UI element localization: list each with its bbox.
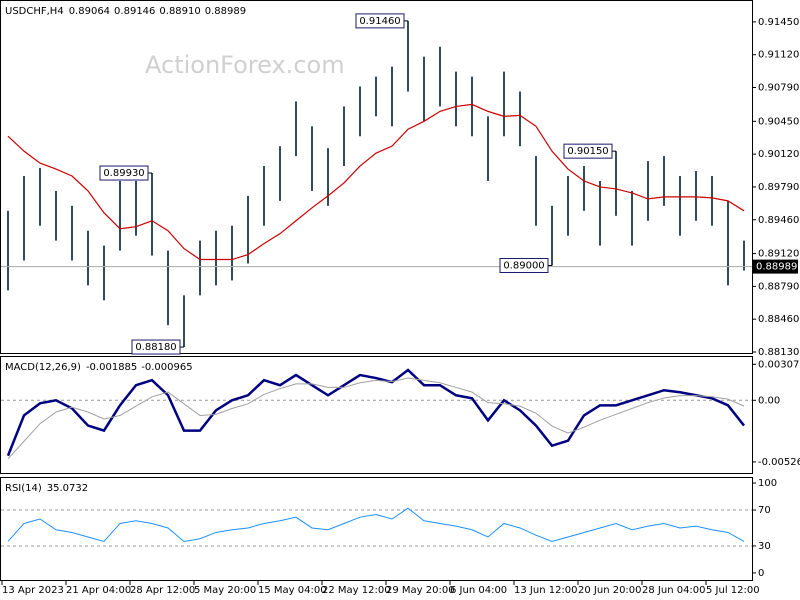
y-tick-label: 70 (758, 505, 771, 516)
last-price-box (752, 259, 798, 274)
y-tick-label: -0.005268 (758, 457, 800, 468)
annotation-box (563, 143, 613, 159)
annotation-box (355, 13, 405, 29)
panel-title: RSI(14) (5, 483, 42, 494)
y-tick-label: 0.89790 (758, 182, 799, 193)
readout-value: 35.0732 (47, 483, 88, 494)
macd-panel (0, 356, 753, 474)
y-tick-label: 0.89460 (758, 215, 799, 226)
y-tick-label: 0.90450 (758, 116, 799, 127)
x-tick-label: 13 Jun 12:00 (514, 585, 578, 596)
x-tick-label: 5 Jul 12:00 (706, 585, 760, 596)
x-tick-label: 6 Jun 04:00 (450, 585, 507, 596)
y-tick-label: 0.89120 (758, 249, 799, 260)
readout-value: 0.88989 (205, 6, 246, 17)
panel-title: USDCHF,H4 (5, 6, 64, 17)
series-line (6, 368, 745, 457)
x-tick-label: 28 Jun 04:00 (642, 585, 706, 596)
y-tick-label: 30 (758, 541, 771, 552)
last-price-label: 0.88989 (756, 262, 797, 273)
annotation-label: 0.89930 (103, 168, 144, 179)
y-tick-label: 0.88460 (758, 314, 799, 325)
y-tick-label: 0 (758, 568, 764, 579)
series-line (7, 377, 745, 460)
annotation-box (131, 339, 181, 355)
watermark: ActionForex.com (145, 51, 345, 79)
y-tick-label: 0.88130 (758, 347, 799, 358)
series-line (7, 103, 745, 261)
y-tick-label: 0.91120 (758, 50, 799, 61)
annotation-box (99, 165, 149, 181)
price-panel (0, 0, 753, 354)
x-tick-label: 21 Apr 04:00 (66, 585, 131, 596)
annotation-box (499, 258, 549, 274)
y-tick-label: 0.003078 (758, 359, 800, 370)
rsi-panel (0, 477, 753, 581)
readout-value: 0.89064 (69, 6, 110, 17)
y-tick-label: 0.00 (758, 395, 780, 406)
x-tick-label: 29 May 20:00 (386, 585, 455, 596)
y-tick-label: 0.91450 (758, 17, 799, 28)
y-tick-label: 0.90790 (758, 83, 799, 94)
readout-value: -0.000965 (141, 362, 192, 373)
annotation-label: 0.89000 (503, 261, 544, 272)
y-tick-label: 0.90120 (758, 149, 799, 160)
y-tick-label: 100 (758, 478, 777, 489)
x-tick-label: 15 May 04:00 (258, 585, 327, 596)
annotation-label: 0.88180 (135, 342, 176, 353)
readout-value: 0.88910 (159, 6, 200, 17)
readout-value: 0.89146 (114, 6, 155, 17)
readout-value: -0.001885 (86, 362, 137, 373)
x-tick-label: 22 May 12:00 (322, 585, 391, 596)
series-line (7, 507, 745, 543)
x-tick-label: 20 Jun 20:00 (578, 585, 642, 596)
annotation-label: 0.91460 (359, 16, 400, 27)
x-tick-label: 5 May 20:00 (194, 585, 256, 596)
x-tick-label: 28 Apr 12:00 (130, 585, 195, 596)
y-tick-label: 0.88790 (758, 281, 799, 292)
annotation-label: 0.90150 (567, 146, 608, 157)
panel-title: MACD(12,26,9) (5, 362, 81, 373)
x-tick-label: 13 Apr 2023 (2, 585, 64, 596)
